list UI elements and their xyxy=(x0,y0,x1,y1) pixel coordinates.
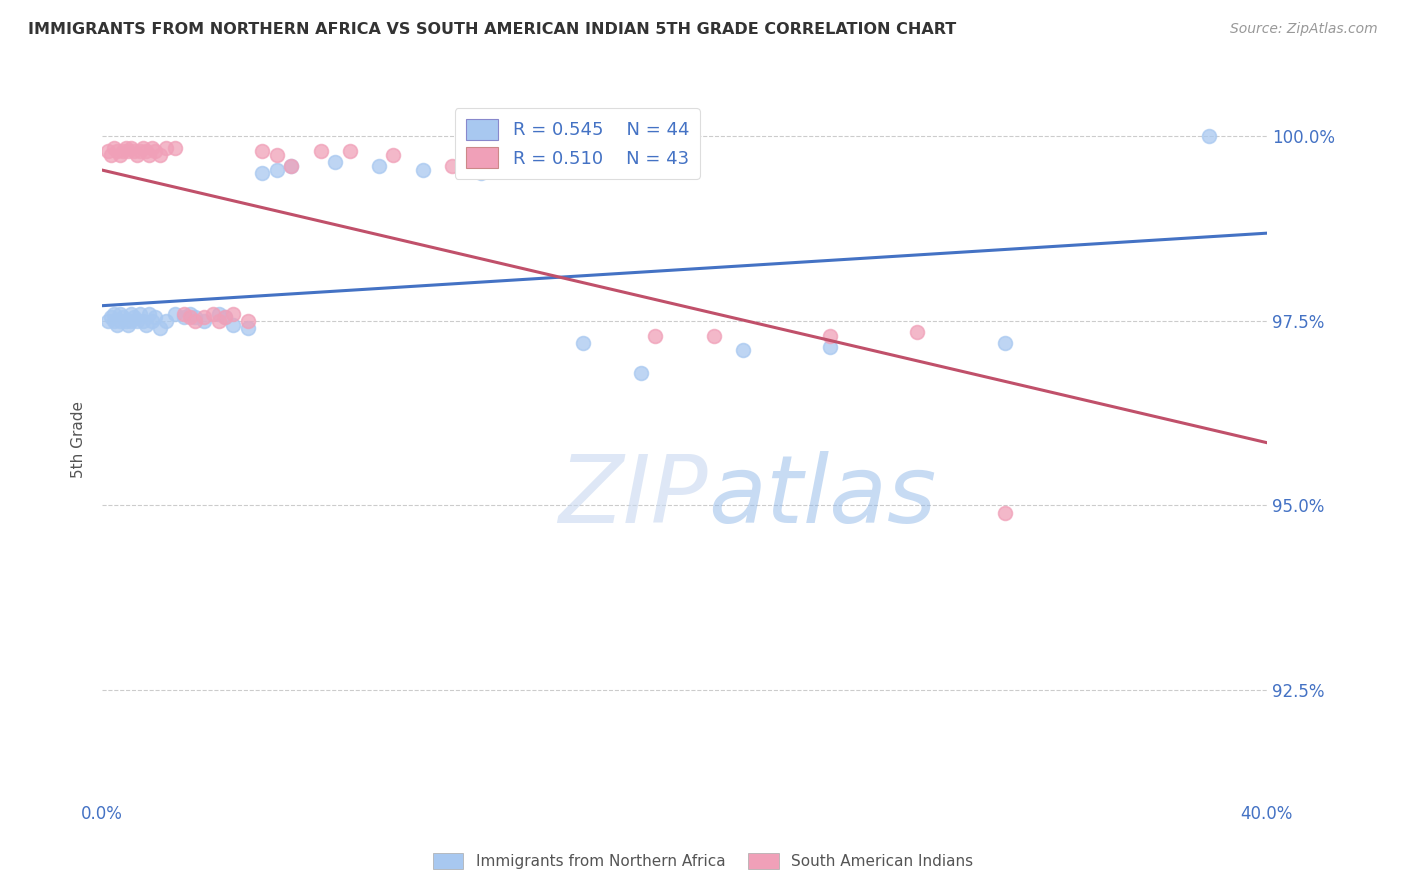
Point xyxy=(630,366,652,380)
Point xyxy=(236,321,259,335)
Point xyxy=(100,310,122,325)
Point xyxy=(135,318,157,332)
Point xyxy=(120,307,142,321)
Text: ZIP: ZIP xyxy=(558,451,707,542)
Point xyxy=(173,307,195,321)
Point xyxy=(252,166,274,180)
Point xyxy=(108,148,131,162)
Point xyxy=(382,148,405,162)
Point xyxy=(907,325,929,339)
Point xyxy=(703,328,725,343)
Point xyxy=(411,162,433,177)
Point xyxy=(97,145,120,159)
Point xyxy=(143,310,166,325)
Point xyxy=(173,310,195,325)
Point xyxy=(155,314,177,328)
Point xyxy=(111,145,134,159)
Point xyxy=(108,307,131,321)
Point xyxy=(208,307,231,321)
Point xyxy=(117,145,139,159)
Point xyxy=(367,159,389,173)
Point xyxy=(236,314,259,328)
Point xyxy=(120,140,142,154)
Point xyxy=(280,159,302,173)
Point xyxy=(201,307,224,321)
Point xyxy=(571,336,593,351)
Point xyxy=(644,328,666,343)
Y-axis label: 5th Grade: 5th Grade xyxy=(72,401,86,477)
Point xyxy=(731,343,754,358)
Point xyxy=(132,314,155,328)
Point xyxy=(470,166,492,180)
Legend: R = 0.545    N = 44, R = 0.510    N = 43: R = 0.545 N = 44, R = 0.510 N = 43 xyxy=(454,108,700,178)
Point xyxy=(100,148,122,162)
Point xyxy=(818,340,841,354)
Point xyxy=(103,140,125,154)
Point xyxy=(141,140,163,154)
Point xyxy=(1198,129,1220,144)
Point xyxy=(135,145,157,159)
Point xyxy=(184,314,207,328)
Point xyxy=(193,314,215,328)
Point xyxy=(222,307,245,321)
Point xyxy=(127,314,149,328)
Point xyxy=(266,148,288,162)
Point xyxy=(108,314,131,328)
Point xyxy=(600,159,623,173)
Point xyxy=(111,310,134,325)
Point xyxy=(143,145,166,159)
Point xyxy=(138,307,160,321)
Legend: Immigrants from Northern Africa, South American Indians: Immigrants from Northern Africa, South A… xyxy=(427,847,979,875)
Point xyxy=(105,145,128,159)
Point xyxy=(252,145,274,159)
Point xyxy=(214,310,236,325)
Point xyxy=(149,148,172,162)
Point xyxy=(184,310,207,325)
Point xyxy=(120,314,142,328)
Point xyxy=(122,310,145,325)
Point xyxy=(122,145,145,159)
Point xyxy=(527,162,550,177)
Point xyxy=(114,314,136,328)
Point xyxy=(155,140,177,154)
Point xyxy=(280,159,302,173)
Point xyxy=(114,140,136,154)
Point xyxy=(141,314,163,328)
Point xyxy=(994,506,1017,520)
Point xyxy=(214,310,236,325)
Point xyxy=(138,148,160,162)
Point xyxy=(339,145,361,159)
Point xyxy=(994,336,1017,351)
Point xyxy=(129,145,152,159)
Point xyxy=(163,140,186,154)
Point xyxy=(179,310,201,325)
Point xyxy=(103,307,125,321)
Point xyxy=(129,307,152,321)
Point xyxy=(117,318,139,332)
Point xyxy=(179,307,201,321)
Point xyxy=(132,140,155,154)
Point xyxy=(208,314,231,328)
Point xyxy=(97,314,120,328)
Point xyxy=(193,310,215,325)
Point xyxy=(266,162,288,177)
Text: atlas: atlas xyxy=(707,451,936,542)
Point xyxy=(323,155,346,169)
Point xyxy=(149,321,172,335)
Point xyxy=(818,328,841,343)
Point xyxy=(163,307,186,321)
Point xyxy=(105,318,128,332)
Point xyxy=(103,314,125,328)
Point xyxy=(127,148,149,162)
Text: Source: ZipAtlas.com: Source: ZipAtlas.com xyxy=(1230,22,1378,37)
Text: IMMIGRANTS FROM NORTHERN AFRICA VS SOUTH AMERICAN INDIAN 5TH GRADE CORRELATION C: IMMIGRANTS FROM NORTHERN AFRICA VS SOUTH… xyxy=(28,22,956,37)
Point xyxy=(309,145,332,159)
Point xyxy=(222,318,245,332)
Point xyxy=(440,159,463,173)
